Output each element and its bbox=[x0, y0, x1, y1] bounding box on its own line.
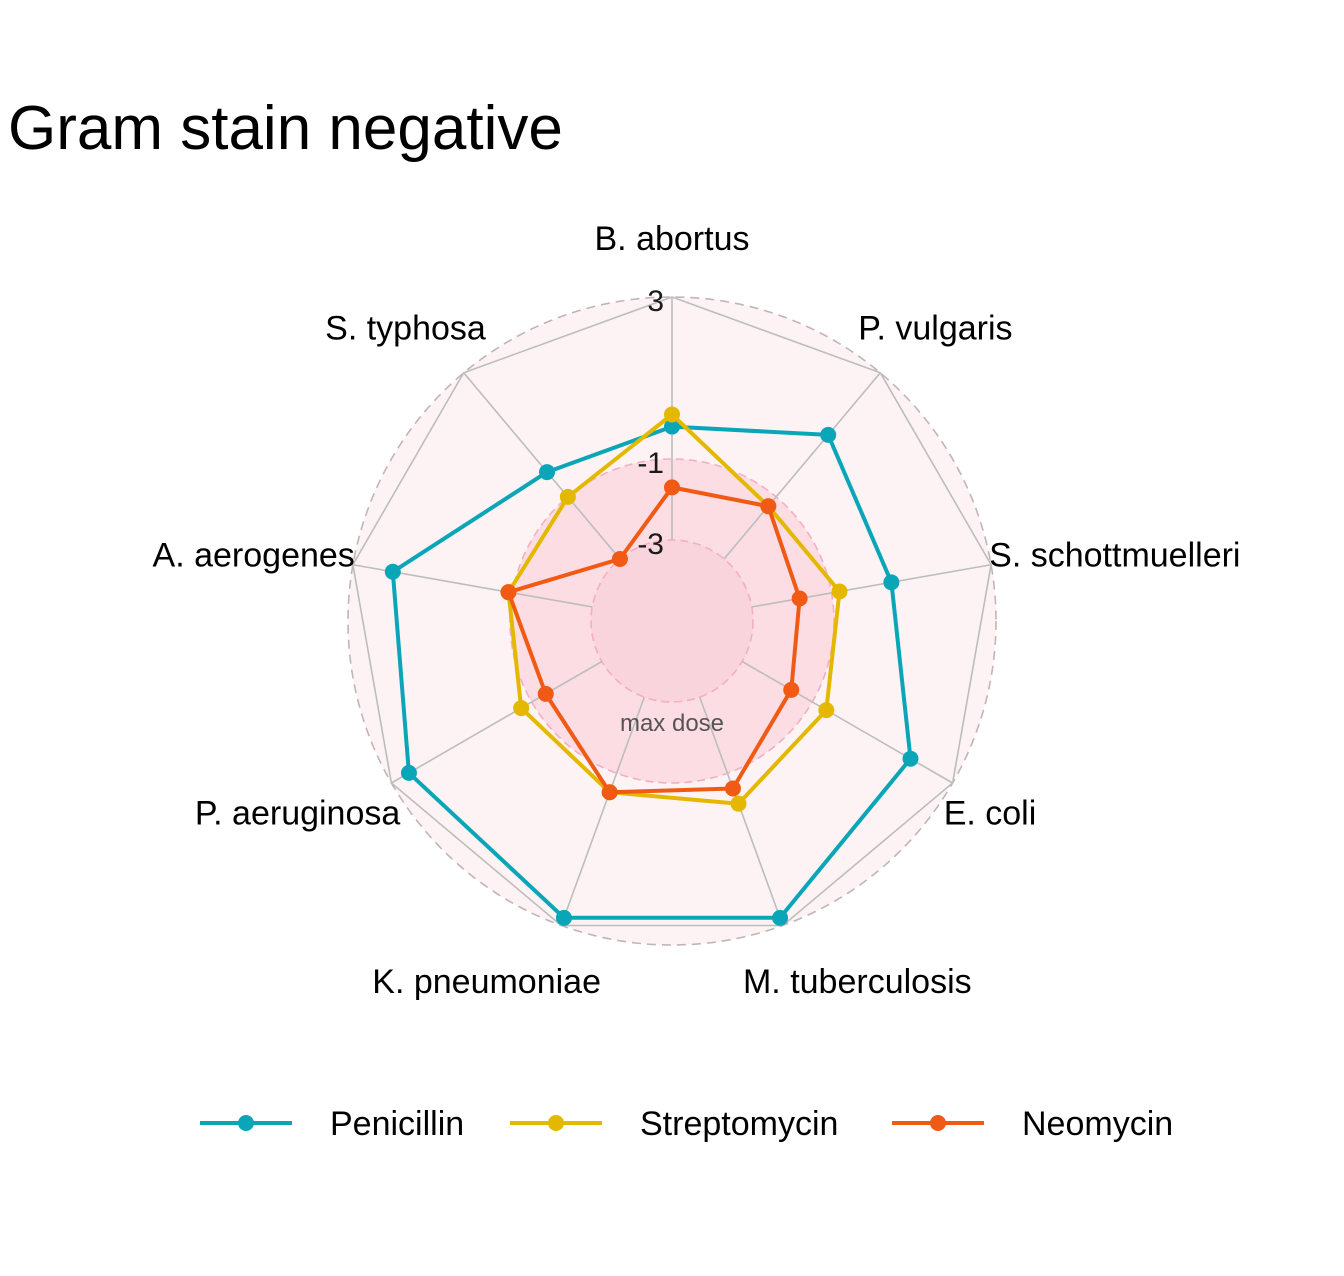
data-point-streptomycin bbox=[818, 702, 835, 719]
data-point-penicillin bbox=[883, 574, 900, 591]
data-point-neomycin bbox=[611, 550, 628, 567]
data-point-penicillin bbox=[902, 750, 919, 767]
legend-item-penicillin: Penicillin bbox=[200, 1105, 464, 1143]
data-point-penicillin bbox=[820, 426, 837, 443]
radar-background bbox=[347, 296, 997, 946]
series-line-penicillin bbox=[390, 424, 913, 920]
data-point-neomycin bbox=[724, 780, 741, 797]
spoke-8 bbox=[463, 372, 621, 560]
spoke-5 bbox=[560, 696, 646, 926]
spoke-3 bbox=[741, 660, 953, 784]
category-label: S. typhosa bbox=[325, 310, 486, 348]
data-point-streptomycin bbox=[730, 795, 747, 812]
spoke-6 bbox=[391, 660, 603, 784]
legend-item-streptomycin: Streptomycin bbox=[510, 1105, 838, 1143]
category-label: B. abortus bbox=[595, 220, 750, 258]
legend-swatch-point bbox=[238, 1115, 254, 1131]
data-point-streptomycin bbox=[831, 583, 848, 600]
outer-gridline bbox=[352, 296, 992, 927]
data-point-neomycin bbox=[500, 584, 517, 601]
category-label: P. vulgaris bbox=[858, 310, 1012, 348]
legend-swatch-point bbox=[548, 1115, 564, 1131]
legend-label: Penicillin bbox=[330, 1105, 464, 1143]
legend-item-neomycin: Neomycin bbox=[892, 1105, 1173, 1143]
spoke-2 bbox=[751, 563, 992, 608]
radial-tick-label: 3 bbox=[647, 285, 664, 318]
category-label: M. tuberculosis bbox=[743, 963, 972, 1001]
legend: Penicillin Streptomycin Neomycin bbox=[200, 1105, 1173, 1143]
category-label: K. pneumoniae bbox=[372, 963, 601, 1001]
radar-labels: 3 -1 -3 max dose B. abortus P. vulgaris S. sch… bbox=[153, 220, 1241, 1001]
legend-label: Streptomycin bbox=[640, 1105, 838, 1143]
data-point-streptomycin bbox=[664, 406, 680, 423]
data-point-streptomycin bbox=[513, 700, 530, 717]
data-point-penicillin bbox=[384, 563, 401, 580]
category-label: E. coli bbox=[944, 795, 1037, 833]
radial-tick-label: -1 bbox=[637, 447, 664, 480]
data-point-streptomycin bbox=[559, 488, 576, 505]
radar-series bbox=[384, 406, 919, 926]
data-point-neomycin bbox=[760, 498, 777, 515]
category-label: S. schottmuelleri bbox=[989, 536, 1240, 574]
data-point-neomycin bbox=[664, 479, 680, 496]
legend-label: Neomycin bbox=[1022, 1105, 1173, 1143]
series-line-streptomycin bbox=[506, 412, 842, 806]
category-label: A. aerogenes bbox=[153, 536, 355, 574]
spoke-1 bbox=[723, 372, 881, 560]
data-point-penicillin bbox=[555, 909, 572, 926]
data-point-neomycin bbox=[783, 681, 800, 698]
data-point-neomycin bbox=[791, 590, 808, 607]
category-label: P. aeruginosa bbox=[195, 795, 401, 833]
data-point-penicillin bbox=[400, 764, 417, 781]
legend-swatch-point bbox=[930, 1115, 946, 1131]
data-point-neomycin bbox=[601, 784, 618, 801]
chart-title: Gram stain negative bbox=[8, 94, 563, 163]
radial-tick-label: -3 bbox=[637, 528, 664, 561]
data-point-penicillin bbox=[539, 464, 556, 481]
data-point-penicillin bbox=[664, 418, 680, 435]
series-line-neomycin bbox=[506, 485, 802, 795]
center-label: max dose bbox=[620, 710, 724, 737]
data-point-penicillin bbox=[772, 909, 789, 926]
spoke-4 bbox=[698, 696, 784, 926]
data-point-neomycin bbox=[537, 685, 554, 702]
